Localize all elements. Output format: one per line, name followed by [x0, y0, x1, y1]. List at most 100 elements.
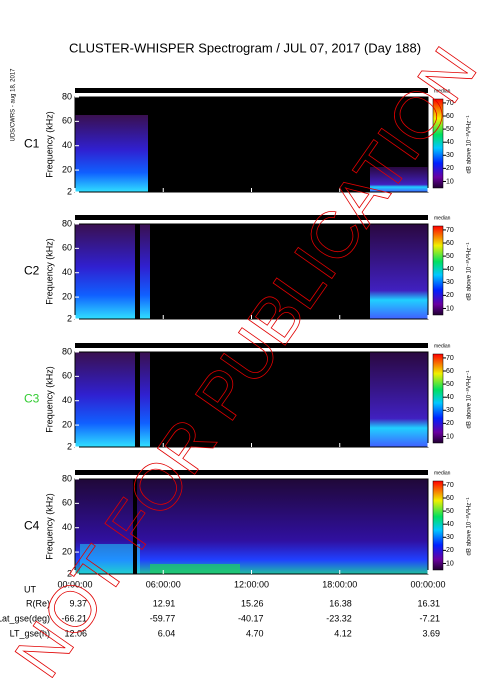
ephemeris-value: 12.91 [153, 598, 176, 608]
x-tick-label: 00:00:00 [57, 579, 92, 589]
colorbar-tick-label: 70 [446, 227, 454, 234]
colorbar-title: median [434, 470, 451, 476]
colorbar [432, 353, 444, 444]
y-tick-label: 60 [62, 243, 72, 253]
colorbar-tick-label: 40 [446, 139, 454, 146]
colorbar-tick-label: 10 [446, 433, 454, 440]
panel-label: C1 [24, 137, 40, 151]
colorbar [432, 98, 444, 189]
x-tick-label: 18:00:00 [322, 579, 357, 589]
ephemeris-value: -66.21 [61, 613, 87, 623]
x-axis-label: UT [24, 584, 36, 594]
ephemeris: UT R(Re) 9.37 12.91 15.26 16.38 16.31 Lat_gse(d… [0, 584, 440, 638]
ephemeris-value: -40.17 [238, 613, 264, 623]
ephemeris-name: Lat_gse(deg) [0, 613, 50, 623]
colorbar-tick-label: 40 [446, 521, 454, 528]
colorbar [432, 480, 444, 571]
time-bar [75, 88, 428, 93]
ephemeris-value: 9.37 [69, 598, 87, 608]
colorbar-tick-label: 10 [446, 560, 454, 567]
y-tick-label: 80 [62, 346, 72, 356]
data-gap [135, 224, 140, 319]
colorbar-tick-label: 20 [446, 292, 454, 299]
ephemeris-value: 16.31 [417, 598, 440, 608]
y-tick-label: 80 [62, 473, 72, 483]
colorbar-tick-label: 40 [446, 266, 454, 273]
colorbar [432, 225, 444, 316]
y-axis-label: Frequency (kHz) [44, 366, 54, 433]
ephemeris-name: LT_gse(h) [10, 628, 50, 638]
colorbar-tick-label: 20 [446, 547, 454, 554]
y-tick-label: 40 [62, 267, 72, 277]
colorbar-tick-label: 20 [446, 165, 454, 172]
colorbar-tick-label: 50 [446, 126, 454, 133]
colorbar-tick-label: 70 [446, 482, 454, 489]
y-tick-label: 20 [62, 419, 72, 429]
spectrogram-area [370, 224, 428, 319]
x-tick-label: 12:00:00 [234, 579, 269, 589]
colorbar-tick-label: 20 [446, 420, 454, 427]
ephemeris-value: -59.77 [150, 613, 176, 623]
colorbar-tick-label: 10 [446, 178, 454, 185]
colorbar-tick-label: 30 [446, 279, 454, 286]
ephemeris-value: -7.21 [419, 613, 440, 623]
ephemeris-value: 6.04 [158, 628, 176, 638]
y-tick-label: 20 [62, 164, 72, 174]
x-tick-label: 06:00:00 [146, 579, 181, 589]
time-bar [75, 215, 428, 220]
side-label: UDS/CWRS - aug 18, 2017 [11, 68, 17, 142]
y-tick-label: 60 [62, 116, 72, 126]
y-tick-label: 2 [67, 313, 72, 323]
spectrogram-area [150, 564, 240, 574]
ephemeris-value: 15.26 [241, 598, 264, 608]
ephemeris-value: -23.32 [326, 613, 352, 623]
y-axis-label: Frequency (kHz) [44, 493, 54, 560]
colorbar-tick-label: 30 [446, 152, 454, 159]
spectrogram-area [80, 544, 140, 574]
colorbar-tick-label: 40 [446, 394, 454, 401]
title: CLUSTER-WHISPER Spectrogram / JUL 07, 20… [69, 40, 421, 55]
time-bar [75, 470, 428, 475]
colorbar-tick-label: 30 [446, 534, 454, 541]
y-tick-label: 40 [62, 140, 72, 150]
colorbar-tick-label: 50 [446, 253, 454, 260]
spectrogram-area [370, 352, 428, 447]
y-tick-label: 40 [62, 395, 72, 405]
y-tick-label: 80 [62, 91, 72, 101]
y-tick-label: 60 [62, 371, 72, 381]
panel-label: C3 [24, 392, 40, 406]
ephemeris-value: 3.69 [422, 628, 440, 638]
y-tick-label: 2 [67, 441, 72, 451]
colorbar-tick-label: 60 [446, 113, 454, 120]
colorbar-label: dB above 10⁻⁸V²Hz⁻¹ [466, 243, 473, 301]
y-tick-label: 40 [62, 522, 72, 532]
y-tick-label: 80 [62, 218, 72, 228]
spectrogram-area [370, 167, 428, 192]
y-tick-label: 2 [67, 186, 72, 196]
y-axis-label: Frequency (kHz) [44, 111, 54, 178]
x-tick-label: 00:00:00 [410, 579, 445, 589]
data-gap [133, 479, 137, 574]
ephemeris-value: 16.38 [329, 598, 352, 608]
y-tick-label: 60 [62, 498, 72, 508]
colorbar-title: median [434, 88, 451, 94]
colorbar-tick-label: 60 [446, 495, 454, 502]
colorbar-label: dB above 10⁻⁸V²Hz⁻¹ [466, 371, 473, 429]
panels: 2 20 40 60 80 Frequency (kHz) C1 median 10 20 30 40… [24, 88, 473, 589]
colorbar-tick-label: 10 [446, 305, 454, 312]
ephemeris-value: 4.12 [334, 628, 352, 638]
colorbar-tick-label: 60 [446, 240, 454, 247]
colorbar-tick-label: 30 [446, 407, 454, 414]
y-axis-label: Frequency (kHz) [44, 238, 54, 305]
panel-label: C2 [24, 264, 40, 278]
colorbar-tick-label: 50 [446, 381, 454, 388]
y-tick-label: 20 [62, 546, 72, 556]
colorbar-title: median [434, 215, 451, 221]
time-bar [75, 343, 428, 348]
ephemeris-name: R(Re) [26, 598, 50, 608]
colorbar-tick-label: 70 [446, 100, 454, 107]
colorbar-tick-label: 60 [446, 368, 454, 375]
y-tick-label: 20 [62, 291, 72, 301]
data-gap [135, 352, 140, 447]
